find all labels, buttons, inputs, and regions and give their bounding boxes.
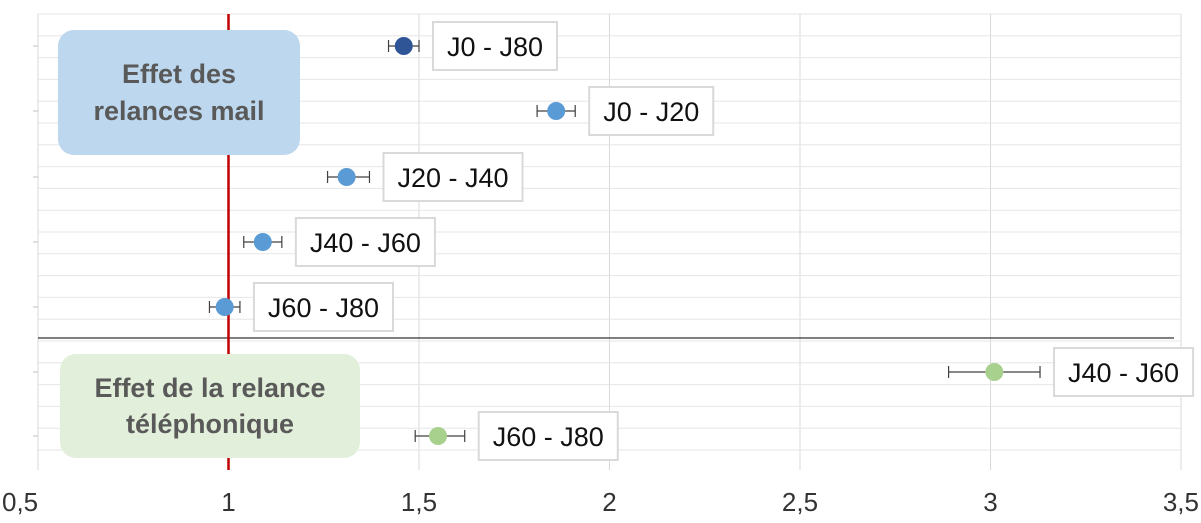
data-point [394,37,413,55]
data-point [429,427,448,445]
data-points: J0 - J80 J0 - J20 J20 - J40 J40 - J60 J60 - … [208,21,1195,461]
group-label-phone-line2: téléphonique [125,409,294,439]
group-label-phone-line1: Effet de la relance [94,372,326,403]
data-point [547,102,566,120]
data-point-group: J0 - J20 [536,86,715,136]
data-point-group: J60 - J80 [414,411,619,461]
data-label-box [252,282,394,332]
data-label: J60 - J80 [268,293,379,323]
x-tick-label: 2,5 [782,487,818,517]
data-point [337,168,356,186]
x-tick-label: 1 [221,487,235,517]
data-point [985,363,1004,381]
data-label-box [294,217,436,267]
data-point-group: J40 - J60 [947,347,1195,397]
data-label-box [382,152,524,202]
data-label-box [588,86,715,136]
data-label: J0 - J80 [447,32,543,62]
data-label: J40 - J60 [310,228,421,258]
x-tick-label: 0,5 [2,487,38,517]
x-axis: 0,5 1 1,5 2 2,5 3 3,5 [2,487,1199,517]
group-label-mail: Effet des relances mail [58,30,300,155]
data-point-group: J40 - J60 [243,217,436,267]
data-label: J60 - J80 [493,422,604,452]
group-label-mail-line1: Effet des [121,59,237,90]
data-label-box [477,411,619,461]
group-label-mail-line2: relances mail [93,95,265,126]
data-point [215,298,234,316]
x-tick-label: 2 [602,487,616,517]
data-label: J40 - J60 [1068,358,1179,388]
x-tick-label: 3 [983,487,997,517]
data-label: J20 - J40 [397,163,508,193]
data-point [253,233,272,251]
data-point-group: J60 - J80 [208,282,394,332]
data-point-group: J20 - J40 [326,152,524,202]
data-label-box [1053,347,1195,397]
x-tick-label: 1,5 [401,487,437,517]
data-label: J0 - J20 [603,97,699,127]
group-label-phone: Effet de la relance téléphonique [60,354,360,458]
data-label-box [432,21,559,71]
data-point-group: J0 - J80 [387,21,559,71]
x-tick-label: 3,5 [1163,487,1199,517]
